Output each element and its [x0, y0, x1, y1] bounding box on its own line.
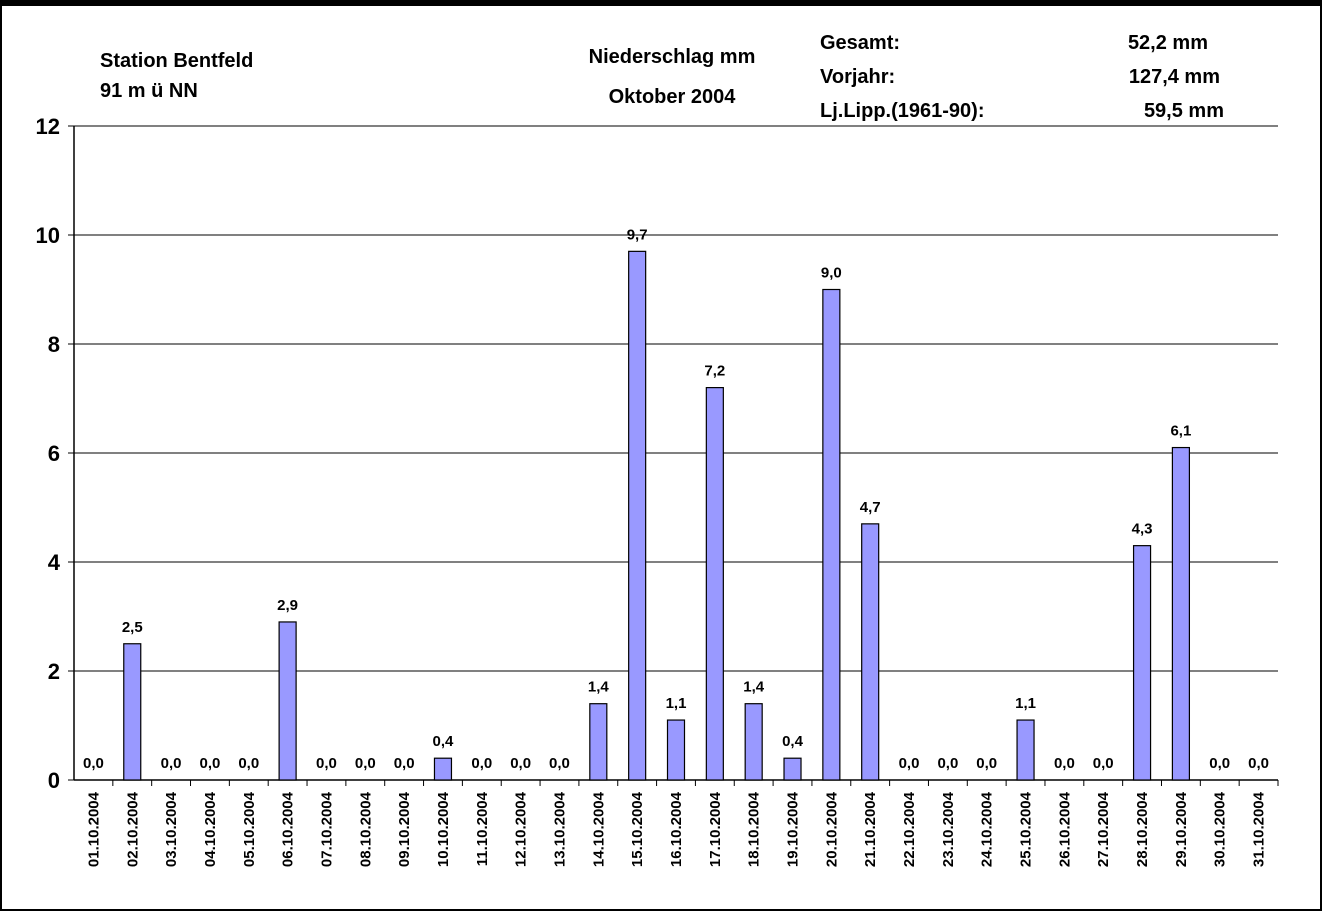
- bar: [1016, 719, 1035, 781]
- x-tick-label: 26.10.2004: [1056, 791, 1073, 867]
- data-label: 7,2: [704, 363, 725, 380]
- x-tick-label: 27.10.2004: [1095, 791, 1112, 867]
- x-tick-label: 04.10.2004: [202, 791, 219, 867]
- x-tick-label: 13.10.2004: [551, 791, 568, 867]
- data-label: 0,4: [782, 733, 804, 750]
- bar: [822, 288, 841, 781]
- y-tick-label: 12: [36, 114, 60, 139]
- data-label: 2,5: [122, 619, 143, 636]
- y-tick-label: 4: [48, 550, 61, 575]
- x-tick-label: 01.10.2004: [85, 791, 102, 867]
- data-label: 1,4: [588, 679, 610, 696]
- stat-label-previous-year: Vorjahr:: [820, 66, 896, 88]
- data-label: 0,0: [394, 755, 415, 772]
- data-label: 0,0: [1209, 755, 1230, 772]
- data-label: 0,0: [510, 755, 531, 772]
- chart-subtitle: Oktober 2004: [608, 86, 736, 108]
- bar: [861, 523, 880, 781]
- stat-label-total: Gesamt:: [820, 32, 901, 54]
- x-tick-label: 19.10.2004: [785, 791, 802, 867]
- x-tick-label: 31.10.2004: [1251, 791, 1268, 867]
- chart-title: Niederschlag mm: [588, 46, 756, 68]
- bar: [123, 643, 142, 781]
- data-label: 9,0: [821, 265, 842, 282]
- data-label: 0,0: [1054, 755, 1075, 772]
- y-tick-label: 6: [48, 441, 60, 466]
- bar: [278, 621, 297, 781]
- x-tick-label: 24.10.2004: [979, 791, 996, 867]
- x-tick-label: 05.10.2004: [241, 791, 258, 867]
- bar: [433, 757, 453, 781]
- x-tick-label: 22.10.2004: [901, 791, 918, 867]
- data-label: 9,7: [627, 226, 648, 243]
- bar: [783, 757, 802, 781]
- x-tick-label: 12.10.2004: [513, 791, 530, 867]
- data-label: 0,4: [433, 733, 455, 750]
- data-label: 0,0: [200, 755, 221, 772]
- x-tick-label: 25.10.2004: [1018, 791, 1035, 867]
- data-label: 0,0: [937, 755, 958, 772]
- data-label: 1,4: [743, 679, 765, 696]
- data-label: 6,1: [1170, 423, 1191, 440]
- stat-value-total: 52,2 mm: [1127, 32, 1208, 54]
- data-label: 4,3: [1132, 521, 1153, 538]
- data-label: 0,0: [1248, 755, 1269, 772]
- data-label: 0,0: [161, 755, 182, 772]
- x-tick-label: 16.10.2004: [668, 791, 685, 867]
- x-tick-label: 08.10.2004: [357, 791, 374, 867]
- data-label: 2,9: [277, 597, 298, 614]
- x-tick-label: 07.10.2004: [318, 791, 335, 867]
- data-label: 0,0: [238, 755, 259, 772]
- x-tick-label: 30.10.2004: [1212, 791, 1229, 867]
- bar: [1171, 446, 1191, 781]
- x-tick-label: 06.10.2004: [280, 791, 297, 867]
- x-tick-label: 14.10.2004: [590, 791, 607, 867]
- x-tick-label: 10.10.2004: [435, 791, 452, 867]
- stat-value-longterm: 59,5 mm: [1143, 100, 1224, 122]
- data-label: 0,0: [355, 755, 376, 772]
- data-label: 0,0: [316, 755, 337, 772]
- data-label: 0,0: [1093, 755, 1114, 772]
- bar: [628, 250, 647, 781]
- x-tick-label: 29.10.2004: [1173, 791, 1190, 867]
- y-tick-label: 8: [48, 332, 60, 357]
- data-label: 0,0: [83, 755, 104, 772]
- data-label: 0,0: [549, 755, 570, 772]
- y-tick-label: 0: [48, 768, 60, 793]
- x-tick-label: 11.10.2004: [474, 791, 491, 866]
- bar: [744, 703, 763, 781]
- x-tick-label: 15.10.2004: [629, 791, 646, 867]
- data-label: 0,0: [899, 755, 920, 772]
- station-name: Station Bentfeld: [100, 50, 254, 72]
- stat-value-previous-year: 127,4 mm: [1128, 66, 1220, 88]
- x-tick-label: 03.10.2004: [163, 791, 180, 867]
- x-tick-label: 20.10.2004: [823, 791, 840, 867]
- bar: [1132, 545, 1152, 781]
- data-label: 4,7: [860, 499, 881, 516]
- data-label: 1,1: [666, 695, 687, 712]
- bar: [666, 719, 686, 781]
- stat-label-longterm: Lj.Lipp.(1961-90):: [820, 100, 985, 122]
- x-tick-label: 23.10.2004: [940, 791, 957, 867]
- y-tick-label: 10: [36, 223, 60, 248]
- data-label: 1,1: [1015, 695, 1036, 712]
- data-label: 0,0: [471, 755, 492, 772]
- x-tick-label: 09.10.2004: [396, 791, 413, 867]
- x-tick-label: 21.10.2004: [862, 791, 879, 867]
- bar: [705, 387, 724, 781]
- x-tick-label: 18.10.2004: [746, 791, 763, 867]
- y-tick-label: 2: [48, 659, 60, 684]
- x-tick-label: 28.10.2004: [1134, 791, 1151, 867]
- station-height: 91 m ü NN: [100, 80, 198, 102]
- data-label: 0,0: [976, 755, 997, 772]
- x-tick-label: 17.10.2004: [707, 791, 724, 867]
- x-tick-label: 02.10.2004: [124, 791, 141, 867]
- bar: [589, 703, 608, 781]
